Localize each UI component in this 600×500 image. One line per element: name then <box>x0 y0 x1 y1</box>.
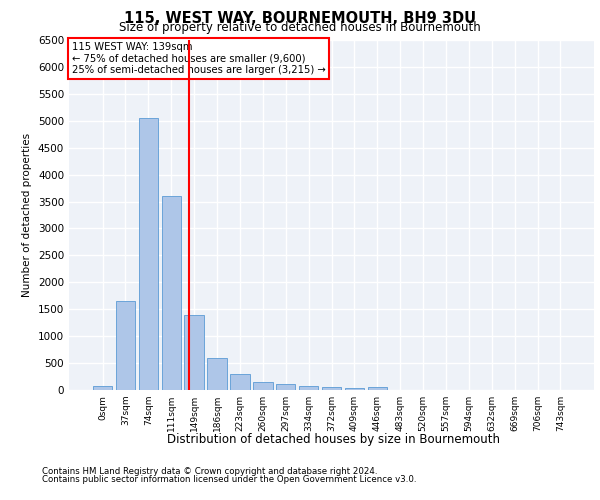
Bar <box>184 314 204 390</box>
Bar <box>139 118 158 390</box>
Bar <box>161 196 181 390</box>
Bar <box>253 382 272 390</box>
Bar <box>344 388 364 390</box>
Y-axis label: Number of detached properties: Number of detached properties <box>22 133 32 297</box>
Bar <box>322 388 341 390</box>
Text: Size of property relative to detached houses in Bournemouth: Size of property relative to detached ho… <box>119 22 481 35</box>
Bar <box>276 384 295 390</box>
Bar <box>116 301 135 390</box>
Bar <box>368 387 387 390</box>
Text: Distribution of detached houses by size in Bournemouth: Distribution of detached houses by size … <box>167 432 500 446</box>
Bar <box>230 374 250 390</box>
Text: 115, WEST WAY, BOURNEMOUTH, BH9 3DU: 115, WEST WAY, BOURNEMOUTH, BH9 3DU <box>124 11 476 26</box>
Text: Contains HM Land Registry data © Crown copyright and database right 2024.: Contains HM Land Registry data © Crown c… <box>42 467 377 476</box>
Bar <box>299 386 319 390</box>
Text: Contains public sector information licensed under the Open Government Licence v3: Contains public sector information licen… <box>42 475 416 484</box>
Bar <box>208 358 227 390</box>
Text: 115 WEST WAY: 139sqm
← 75% of detached houses are smaller (9,600)
25% of semi-de: 115 WEST WAY: 139sqm ← 75% of detached h… <box>71 42 325 75</box>
Bar <box>93 386 112 390</box>
